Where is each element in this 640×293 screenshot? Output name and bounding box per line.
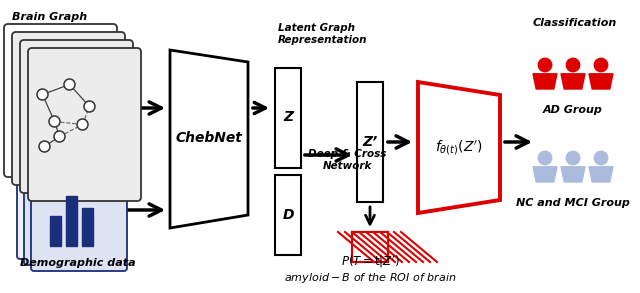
Polygon shape xyxy=(170,50,248,228)
Text: D: D xyxy=(282,208,294,222)
Circle shape xyxy=(538,151,552,165)
Bar xyxy=(352,232,388,262)
Bar xyxy=(352,232,388,262)
Circle shape xyxy=(54,131,65,142)
Text: Latent Graph
Representation: Latent Graph Representation xyxy=(278,23,367,45)
Text: Z’: Z’ xyxy=(362,135,378,149)
Circle shape xyxy=(77,119,88,130)
Polygon shape xyxy=(533,167,557,182)
Circle shape xyxy=(566,151,580,165)
Circle shape xyxy=(39,141,50,152)
Circle shape xyxy=(37,89,48,100)
Bar xyxy=(275,68,301,168)
Circle shape xyxy=(84,101,95,112)
Bar xyxy=(357,82,383,202)
Polygon shape xyxy=(561,167,585,182)
Bar xyxy=(82,208,93,246)
FancyBboxPatch shape xyxy=(31,187,127,271)
Polygon shape xyxy=(533,74,557,89)
Bar xyxy=(50,216,61,246)
Text: Deep & Cross
Network: Deep & Cross Network xyxy=(308,149,387,171)
Text: Demographic data: Demographic data xyxy=(20,258,136,268)
Text: $f_{\theta(t)}(Z^{\prime})$: $f_{\theta(t)}(Z^{\prime})$ xyxy=(435,138,483,158)
Polygon shape xyxy=(589,74,613,89)
FancyBboxPatch shape xyxy=(24,181,120,265)
FancyBboxPatch shape xyxy=(4,24,117,177)
FancyBboxPatch shape xyxy=(20,40,133,193)
FancyBboxPatch shape xyxy=(12,32,125,185)
Circle shape xyxy=(64,79,75,90)
Circle shape xyxy=(595,58,608,72)
Polygon shape xyxy=(418,82,500,213)
Polygon shape xyxy=(561,74,585,89)
Text: $amyloid - B$ of the ROI of brain: $amyloid - B$ of the ROI of brain xyxy=(284,271,456,285)
Text: NC and MCI Group: NC and MCI Group xyxy=(516,198,630,208)
FancyBboxPatch shape xyxy=(28,48,141,201)
Text: Brain Graph: Brain Graph xyxy=(12,12,87,22)
Circle shape xyxy=(595,151,608,165)
Text: Z: Z xyxy=(283,110,293,124)
Bar xyxy=(66,196,77,246)
Text: $P(T = \mathrm{t}|Z^{\prime})$: $P(T = \mathrm{t}|Z^{\prime})$ xyxy=(340,253,399,270)
Text: AD Group: AD Group xyxy=(543,105,603,115)
Bar xyxy=(275,175,301,255)
Circle shape xyxy=(566,58,580,72)
Text: Classification: Classification xyxy=(533,18,617,28)
Polygon shape xyxy=(589,167,613,182)
Circle shape xyxy=(538,58,552,72)
FancyBboxPatch shape xyxy=(17,175,113,259)
Text: ChebNet: ChebNet xyxy=(175,131,243,145)
Circle shape xyxy=(49,116,60,127)
